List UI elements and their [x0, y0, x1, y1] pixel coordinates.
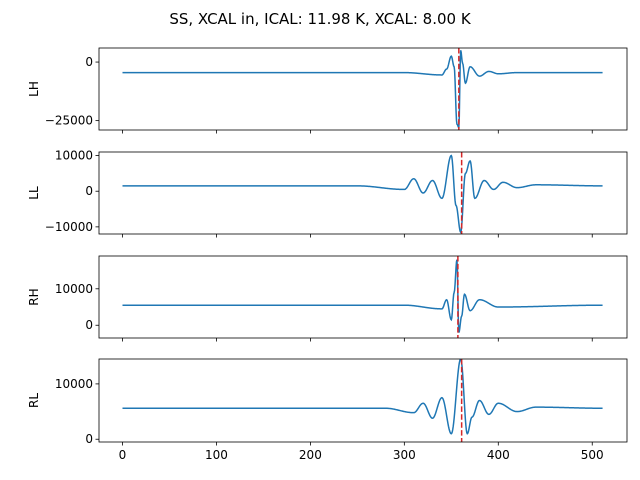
subplot-RL: 10000 0 0 100 200 300 400 500 RL — [27, 358, 628, 462]
axes-frame — [98, 255, 628, 339]
series-line-lh — [122, 50, 603, 130]
y-tick-label: 0 — [85, 432, 93, 446]
figure-title: SS, XCAL in, ICAL: 11.98 K, XCAL: 8.00 K — [169, 10, 472, 28]
axes-frame — [98, 151, 628, 235]
subplot-RH: 10000 0 RH — [27, 255, 628, 342]
y-tick-label: 0 — [85, 318, 93, 332]
y-tick-label: 10000 — [55, 377, 93, 391]
y-axis-label: LL — [27, 186, 41, 200]
y-tick-label: −10000 — [45, 220, 93, 234]
y-axis-label: LH — [27, 81, 41, 97]
y-tick-label: 10000 — [55, 282, 93, 296]
y-tick-label: 0 — [85, 184, 93, 198]
axes-frame — [98, 47, 628, 131]
y-axis-label: RL — [27, 393, 41, 408]
x-tick-label: 400 — [487, 448, 510, 462]
x-tick-label: 100 — [205, 448, 228, 462]
series-line-ll — [122, 154, 603, 234]
x-tick-label: 0 — [119, 448, 127, 462]
x-tick-label: 500 — [581, 448, 604, 462]
series-line-rl — [122, 359, 603, 435]
subplot-LH: 0 −25000 LH — [27, 47, 628, 134]
y-tick-label: 10000 — [55, 149, 93, 163]
y-tick-label: 0 — [85, 55, 93, 69]
x-tick-label: 300 — [393, 448, 416, 462]
y-axis-label: RH — [27, 288, 41, 305]
series-line-rh — [122, 259, 603, 333]
x-tick-label: 200 — [299, 448, 322, 462]
axes-frame — [98, 358, 628, 443]
y-tick-label: −25000 — [45, 114, 93, 128]
subplot-LL: 10000 0 −10000 LL — [27, 149, 628, 238]
